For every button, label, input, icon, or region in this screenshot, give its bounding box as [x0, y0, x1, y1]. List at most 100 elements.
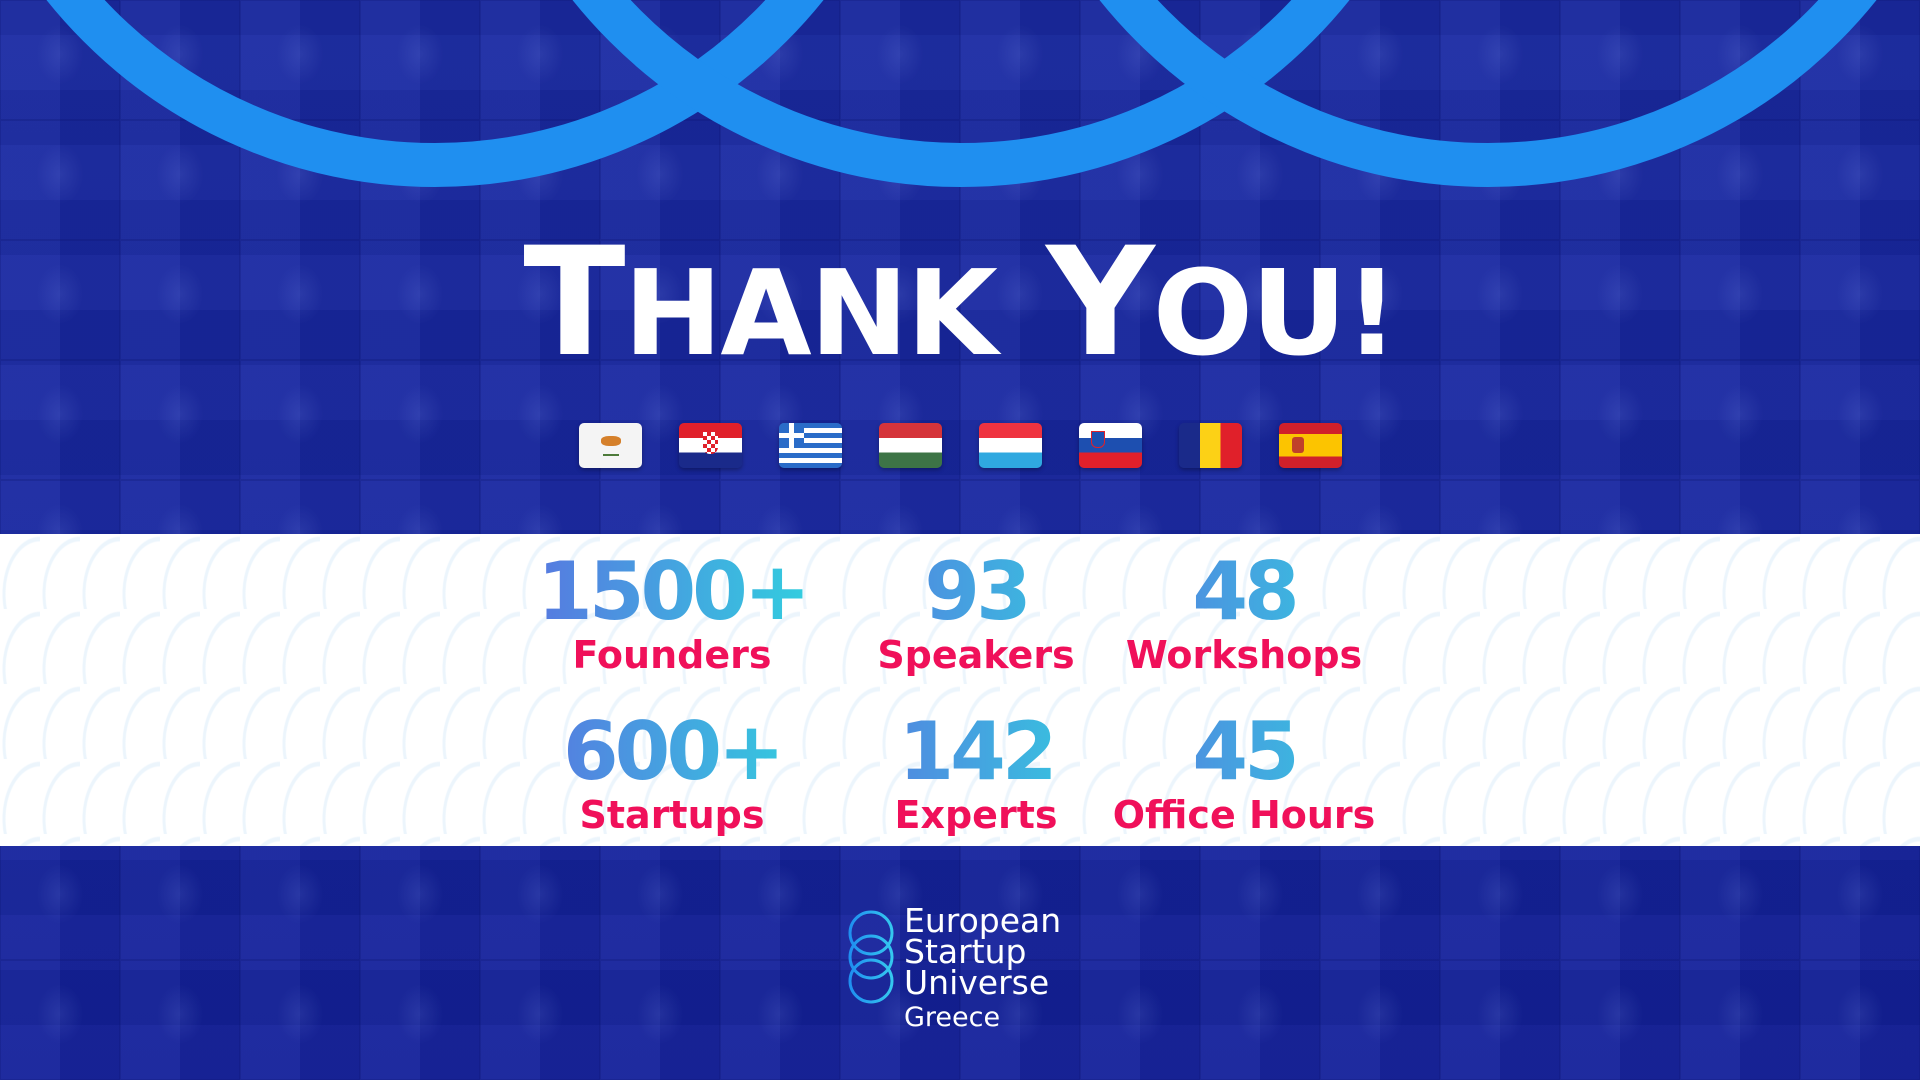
- spain-flag: [1278, 423, 1342, 468]
- face-tile: [840, 960, 960, 1080]
- face-tile: [240, 0, 360, 120]
- face-tile: [960, 840, 1080, 960]
- face-tile: [1800, 840, 1920, 960]
- stat-value: 48: [1084, 552, 1404, 632]
- face-tile: [120, 960, 240, 1080]
- stat-value: 142: [816, 712, 1136, 792]
- face-tile: [1680, 840, 1800, 960]
- face-tile: [360, 960, 480, 1080]
- logo-line-greece: Greece: [904, 1002, 1001, 1033]
- face-tile: [360, 840, 480, 960]
- face-tile: [120, 360, 240, 480]
- face-tile: [1200, 840, 1320, 960]
- slovenia-flag: [1078, 423, 1142, 468]
- title-y: Y: [1046, 216, 1155, 390]
- face-tile: [1200, 120, 1320, 240]
- decorative-arcs: [46, 0, 1877, 187]
- logo-line-universe: Universe: [904, 963, 1050, 1002]
- hungary-flag: [878, 423, 942, 468]
- country-flags: [0, 423, 1920, 468]
- romania-flag: [1178, 423, 1242, 468]
- face-tile: [1680, 960, 1800, 1080]
- face-tile: [0, 360, 120, 480]
- face-tile: [1080, 840, 1200, 960]
- face-tile: [840, 240, 960, 360]
- face-tile: [600, 960, 720, 1080]
- face-tile: [960, 0, 1080, 120]
- face-tile: [600, 840, 720, 960]
- face-tile: [1440, 840, 1560, 960]
- face-tile: [240, 840, 360, 960]
- face-tile: [1200, 960, 1320, 1080]
- title-hank: HANK: [623, 244, 998, 382]
- stat-office-hours: 45 Office Hours: [1084, 712, 1404, 837]
- stats-band: 1500+ Founders 93 Speakers 48 Workshops 600…: [0, 534, 1920, 846]
- face-tile: [1320, 240, 1440, 360]
- face-tile: [240, 240, 360, 360]
- face-tile: [360, 0, 480, 120]
- face-tile: [1080, 240, 1200, 360]
- face-tile: [840, 0, 960, 120]
- face-tile: [1800, 960, 1920, 1080]
- cyprus-flag: [578, 423, 642, 468]
- logo-line-european: European: [904, 901, 1062, 940]
- face-tile: [120, 120, 240, 240]
- face-tile: [1080, 960, 1200, 1080]
- face-tile: [480, 240, 600, 360]
- face-tile: [1560, 960, 1680, 1080]
- title-t: T: [523, 216, 625, 390]
- arc-middle: [572, 0, 1350, 187]
- face-tile: [1200, 240, 1320, 360]
- face-tile: [0, 120, 120, 240]
- face-tile: [1320, 960, 1440, 1080]
- arc-right: [1099, 0, 1877, 187]
- face-tile: [480, 840, 600, 960]
- face-tile: [1560, 840, 1680, 960]
- face-tile: [960, 960, 1080, 1080]
- face-tile: [1440, 240, 1560, 360]
- stat-experts: 142 Experts: [816, 712, 1136, 837]
- face-tile: [1320, 840, 1440, 960]
- face-tile: [720, 840, 840, 960]
- stat-value: 45: [1084, 712, 1404, 792]
- face-tile: [1800, 240, 1920, 360]
- face-tile: [600, 240, 720, 360]
- stat-label: Founders: [572, 633, 772, 677]
- title-ou: OU!: [1152, 244, 1399, 382]
- face-tile: [240, 960, 360, 1080]
- face-tile: [0, 960, 120, 1080]
- stat-speakers: 93 Speakers: [816, 552, 1136, 677]
- face-tile: [1440, 960, 1560, 1080]
- stat-workshops: 48 Workshops: [1084, 552, 1404, 675]
- luxembourg-flag: [978, 423, 1042, 468]
- face-tile: [360, 360, 480, 480]
- face-tile: [720, 240, 840, 360]
- stat-value: 1500+: [512, 552, 832, 632]
- page-title: THANK YOU!: [0, 228, 1920, 378]
- stat-startups: 600+ Startups: [512, 712, 832, 835]
- face-tile: [1560, 360, 1680, 480]
- esu-greece-logo: European Startup Universe Greece: [846, 901, 1062, 1033]
- stat-founders: 1500+ Founders: [512, 552, 832, 677]
- face-tile: [240, 360, 360, 480]
- rings-logo-icon: [848, 910, 894, 1004]
- stat-label: Speakers: [877, 633, 1075, 677]
- face-tile: [1320, 0, 1440, 120]
- face-tile: [1440, 360, 1560, 480]
- arc-left: [46, 0, 824, 187]
- croatia-flag: [678, 423, 742, 468]
- logo-line-startup: Startup: [904, 932, 1027, 971]
- face-tile: [1680, 360, 1800, 480]
- face-tile: [1440, 0, 1560, 120]
- stat-value: 600+: [512, 712, 832, 792]
- face-tile: [1680, 120, 1800, 240]
- face-tile: [1560, 240, 1680, 360]
- stat-label: Experts: [894, 793, 1058, 837]
- face-tile: [360, 240, 480, 360]
- face-tile: [1560, 0, 1680, 120]
- face-tile: [1680, 240, 1800, 360]
- stat-label: Office Hours: [1112, 793, 1376, 837]
- face-tile: [0, 240, 120, 360]
- stat-value: 93: [816, 552, 1136, 632]
- face-tile: [120, 240, 240, 360]
